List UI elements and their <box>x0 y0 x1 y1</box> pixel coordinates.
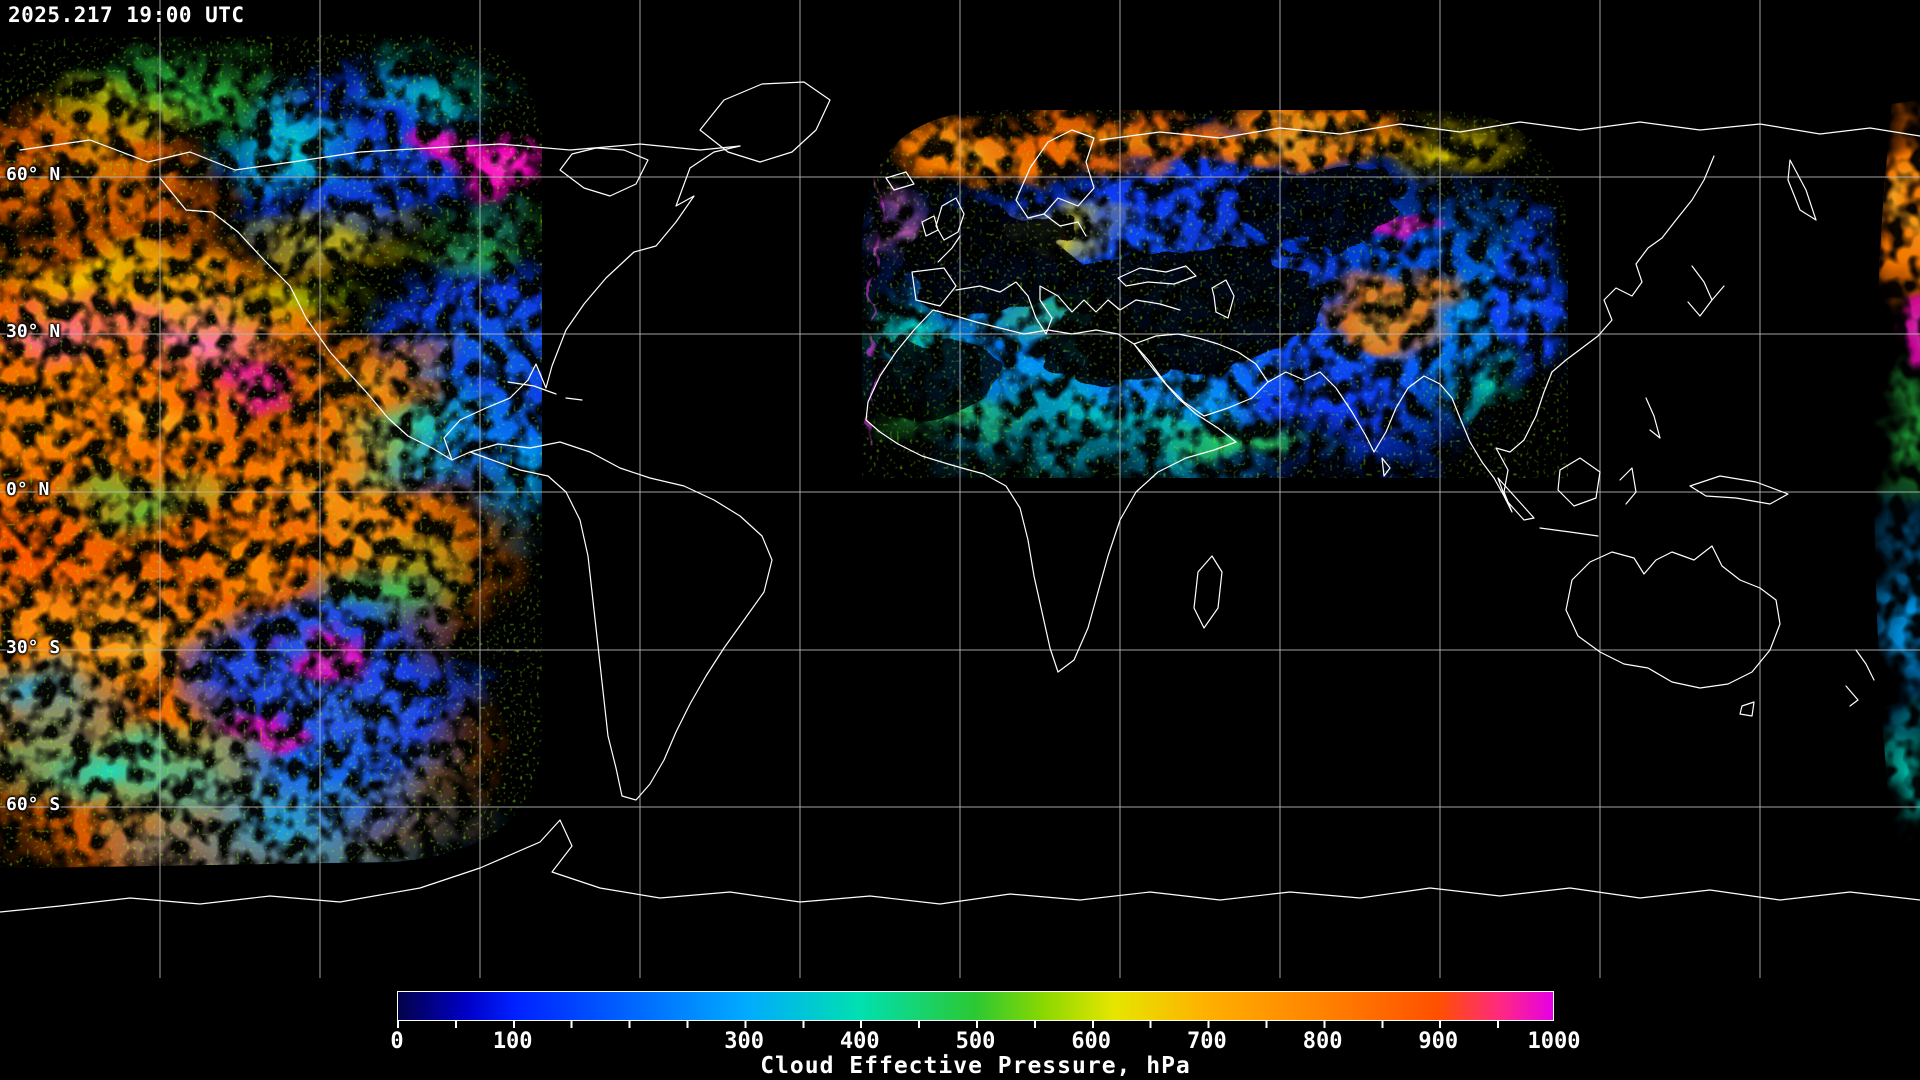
coastline-north-america <box>19 139 741 171</box>
world-map <box>0 0 1920 978</box>
colorbar-tick-label: 800 <box>1302 1029 1343 1054</box>
latitude-label-60s: 60° S <box>6 794 61 815</box>
colorbar-tick-label: 400 <box>839 1029 880 1054</box>
colorbar-title: Cloud Effective Pressure, hPa <box>760 1053 1191 1079</box>
colorbar-tick-labels: 0 100 300 400 500 600 700 800 900 1000 <box>390 1029 1580 1054</box>
coastline-iceland <box>885 171 915 191</box>
colorbar-tick-label: 700 <box>1187 1029 1227 1054</box>
coastline-sri-lanka <box>1381 457 1391 477</box>
coastline-sulawesi <box>1619 467 1637 505</box>
coastline-black-sea <box>1117 265 1197 287</box>
coastline-tasmania <box>1739 701 1755 717</box>
coastline-africa <box>865 309 1237 673</box>
latitude-label-30n: 30° N <box>6 321 61 342</box>
colorbar-tick-label: 900 <box>1418 1029 1459 1054</box>
coastline-north-america-west <box>159 177 471 461</box>
footprint-east-edge <box>1874 100 1920 850</box>
colorbar-tick-label: 600 <box>1071 1029 1112 1054</box>
coastlines <box>0 81 1920 913</box>
satellite-data-layer <box>0 34 1920 868</box>
coastline-greenland <box>699 81 831 163</box>
graticule <box>0 0 1920 978</box>
coastline-borneo <box>1557 457 1601 507</box>
coastline-hudson-bay <box>559 147 649 197</box>
coastline-sumatra <box>1497 477 1535 521</box>
coastline-caspian <box>1211 279 1235 319</box>
coastline-ireland <box>921 215 939 237</box>
coastline-asia-south <box>1267 155 1715 513</box>
coastline-iberia <box>911 267 957 307</box>
coastline-madagascar <box>1193 555 1223 629</box>
colorbar-tick-label: 500 <box>955 1029 996 1054</box>
coastline-antarctica <box>0 819 1920 913</box>
colorbar-tick-label: 0 <box>390 1029 404 1054</box>
coastline-britain <box>935 197 965 241</box>
coastline-cuba <box>507 381 557 395</box>
coastline-baltic <box>1043 213 1087 237</box>
colorbar-tick-label: 1000 <box>1527 1029 1581 1054</box>
coastline-north-america-east <box>443 145 741 461</box>
footprint-americas-pacific <box>0 34 542 868</box>
coastline-new-guinea <box>1689 475 1789 505</box>
footprint-europe-africa <box>862 110 1568 478</box>
coastline-australia <box>1565 545 1781 689</box>
coastline-asia-north <box>1099 121 1920 141</box>
colorbar-tick-label: 100 <box>492 1029 533 1054</box>
coastline-france <box>937 235 961 263</box>
timestamp: 2025.217 19:00 UTC <box>8 3 245 27</box>
latitude-label-30s: 30° S <box>6 637 61 658</box>
coastline-java <box>1539 527 1599 537</box>
colorbar-gradient <box>397 991 1554 1021</box>
coastline-kamchatka <box>1787 159 1817 221</box>
coastline-japan <box>1687 265 1725 317</box>
colorbar-ticks <box>397 1021 1555 1028</box>
latitude-label-60n: 60° N <box>6 164 61 185</box>
coastline-hispaniola <box>565 397 583 401</box>
coastline-south-america <box>469 441 773 801</box>
coastline-philippines <box>1645 397 1661 439</box>
latitude-label-0n: 0° N <box>6 479 50 500</box>
coastline-mediterranean-north <box>955 281 1181 335</box>
coastline-scandinavia <box>1015 129 1095 219</box>
colorbar-tick-label: 300 <box>724 1029 764 1054</box>
coastline-new-zealand <box>1845 649 1875 707</box>
